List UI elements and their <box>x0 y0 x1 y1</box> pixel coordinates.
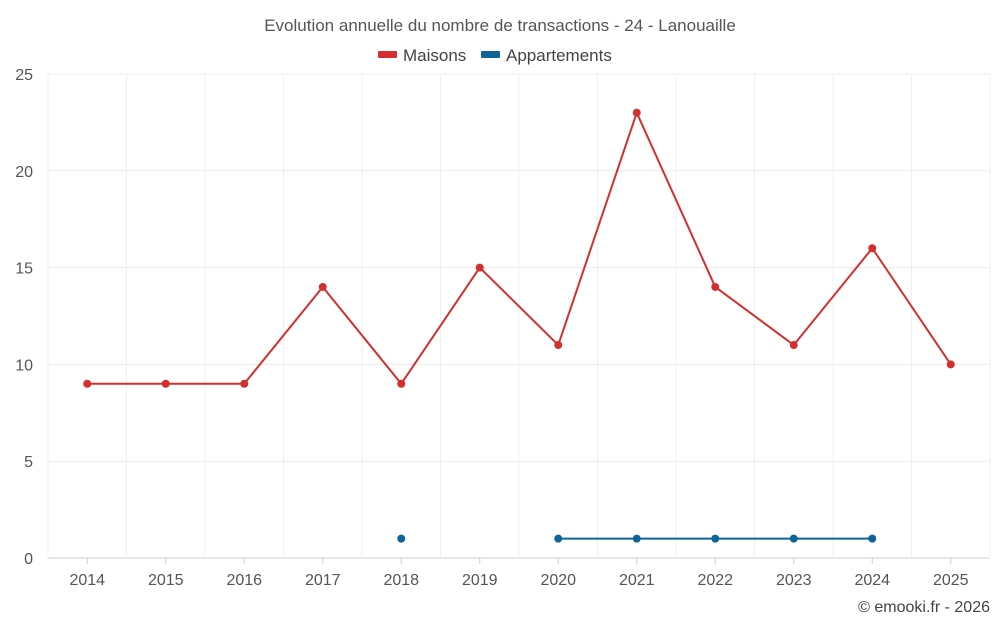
y-axis: 0 5 10 15 20 25 <box>15 67 33 568</box>
x-tick-label: 2019 <box>462 572 498 589</box>
data-point-maisons <box>554 341 563 350</box>
data-point-maisons <box>318 282 327 291</box>
data-point-maisons <box>161 379 170 388</box>
chart-legend: Maisons Appartements <box>378 46 612 65</box>
data-point-maisons <box>632 108 641 117</box>
y-tick-label: 5 <box>24 454 33 471</box>
x-tick-label: 2020 <box>540 572 576 589</box>
data-point-appartements <box>397 534 406 543</box>
x-tick-label: 2025 <box>933 572 969 589</box>
x-tick-label: 2017 <box>305 572 341 589</box>
x-axis: 2014 2015 2016 2017 2018 2019 2020 2021 2022 2023… <box>69 558 969 589</box>
data-point-appartements <box>554 534 563 543</box>
x-tick-label: 2021 <box>619 572 655 589</box>
data-point-maisons <box>475 263 484 272</box>
y-tick-label: 0 <box>24 551 33 568</box>
x-tick-label: 2015 <box>148 572 184 589</box>
data-point-maisons <box>711 282 720 291</box>
data-point-maisons <box>397 379 406 388</box>
x-tick-label: 2022 <box>697 572 733 589</box>
plot-area <box>83 108 955 543</box>
y-tick-label: 10 <box>15 357 33 374</box>
data-point-appartements <box>632 534 641 543</box>
legend-swatch-maisons <box>378 51 397 58</box>
x-tick-label: 2023 <box>776 572 812 589</box>
legend-label-maisons: Maisons <box>403 46 466 65</box>
data-point-maisons <box>946 360 955 369</box>
credit-text: © emooki.fr - 2026 <box>858 599 990 616</box>
data-point-maisons <box>789 341 798 350</box>
y-tick-label: 15 <box>15 261 33 278</box>
chart-title: Evolution annuelle du nombre de transact… <box>264 16 736 35</box>
data-point-maisons <box>240 379 249 388</box>
data-point-maisons <box>83 379 92 388</box>
x-tick-label: 2016 <box>226 572 262 589</box>
data-point-appartements <box>868 534 877 543</box>
x-tick-label: 2014 <box>69 572 105 589</box>
x-tick-label: 2018 <box>383 572 419 589</box>
legend-label-appartements: Appartements <box>506 46 612 65</box>
chart-grid <box>47 73 991 559</box>
x-tick-label: 2024 <box>854 572 890 589</box>
data-point-appartements <box>789 534 798 543</box>
data-point-maisons <box>868 244 877 253</box>
legend-swatch-appartements <box>481 51 500 58</box>
data-point-appartements <box>711 534 720 543</box>
y-tick-label: 25 <box>15 67 33 84</box>
series-line-maisons <box>87 111 952 385</box>
y-tick-label: 20 <box>15 164 33 181</box>
